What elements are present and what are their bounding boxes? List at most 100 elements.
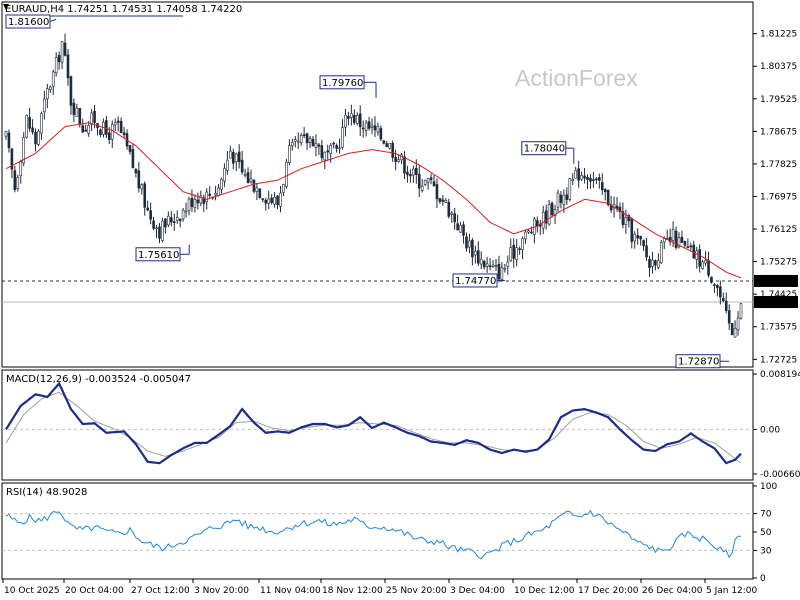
time-tick-label: 20 Oct 04:00 [65,586,124,596]
candle-body [143,183,147,208]
candle-body [515,247,518,260]
candle-body [282,184,285,193]
candle-body [152,220,155,229]
candle-body [488,265,492,268]
candle-body [447,201,451,217]
candle-body [34,131,37,145]
candle-body [140,184,144,190]
candle-body [388,143,392,149]
candle-body [571,179,575,182]
candle-body [308,138,312,143]
candle-body [530,231,533,234]
candle-body [494,264,498,267]
candle-body [636,235,639,239]
candle-body [509,247,513,262]
candle-body [158,226,161,239]
price-tick-label: 1.76125 [760,225,797,235]
candle-body [75,107,79,117]
time-tick-label: 10 Oct 2025 [4,586,60,596]
current-price-label: 1.74220 [758,299,795,309]
time-tick-label: 27 Oct 12:00 [131,586,190,596]
candle-body [397,159,400,163]
candle-body [429,177,433,180]
candle-body [4,131,8,137]
candle-body [119,120,123,134]
price-tick-label: 1.76975 [760,192,797,202]
candle-body [719,286,722,298]
candle-body [311,138,315,147]
candle-body [164,218,167,228]
candle-body [391,142,394,158]
candle-body [479,258,483,265]
price-pane[interactable]: ActionForex 1.81225 1.80375 1.79525 1.78675… [1,1,798,369]
macd-tick-label: 0.00 [760,425,780,435]
rsi-pane[interactable]: 100 70 50 30 0 RSI(14) 48.9028 [1,482,777,584]
candle-body [193,198,197,208]
candle-body [7,132,11,148]
candle-body [518,248,521,251]
candle-body [184,210,188,213]
price-annotations: 1.81600 1.79760 1.75610 1.78040 1.74770 1.728… [5,14,730,369]
collapse-triangle-icon[interactable] [3,4,9,10]
candle-body [326,150,330,153]
candle-body [503,267,507,270]
candle-body [146,207,149,211]
candle-body [255,187,259,192]
candle-body [462,224,465,236]
candle-body [592,179,595,181]
rsi-axis: 100 70 50 30 0 [753,482,777,584]
candle-body [102,121,105,135]
annotation-label: 1.81600 [8,17,49,28]
candle-body [686,246,690,248]
candle-body [299,135,303,143]
time-tick-label: 3 Dec 04:00 [450,586,505,596]
moving-average-line [5,122,742,279]
macd-pane[interactable]: 0.008194 0.00 -0.006604 MACD(12,26,9) -0.0… [1,369,800,481]
candle-body [54,57,58,74]
candle-body [642,240,645,247]
price-axis: 1.81225 1.80375 1.79525 1.78675 1.77825 1.769… [753,30,797,365]
candle-body [727,310,731,324]
candle-body [46,88,49,100]
time-tick-label: 25 Nov 20:00 [386,586,447,596]
price-tick-label: 1.80375 [760,62,797,72]
candle-body [677,237,681,248]
candle-body [149,210,152,220]
candle-body [406,171,409,176]
candle-body [358,113,362,128]
candle-body [547,204,551,225]
candle-body [314,143,318,148]
candle-body [252,179,256,192]
price-tick-label: 1.72725 [760,355,797,365]
candle-body [550,202,554,216]
candle-body [116,120,120,123]
candle-body [234,153,238,163]
candle-body [134,169,138,174]
macd-title: MACD(12,26,9) -0.003524 -0.005047 [6,374,191,385]
rsi-tick-label: 100 [760,482,777,492]
candle-body [544,210,548,224]
candle-body [240,159,244,173]
candle-body [618,206,622,213]
candle-body [66,54,70,79]
candle-body [553,208,557,217]
candle-body [332,142,335,145]
candle-body [400,154,403,161]
annotation-label: 1.74770 [455,276,496,287]
rsi-levels [2,513,753,551]
candle-body [435,184,439,200]
candle-body [680,236,684,243]
candle-body [409,174,412,177]
candle-body [19,161,23,177]
candle-body [178,218,182,222]
candle-body [226,159,229,171]
annotation-box [452,273,498,288]
candle-body [450,212,454,215]
candle-body [651,259,654,267]
candle-body [57,55,61,63]
candle-body [99,129,102,135]
candle-body [598,177,601,181]
candle-body [574,170,577,179]
price-tick-label: 1.74425 [760,290,797,300]
